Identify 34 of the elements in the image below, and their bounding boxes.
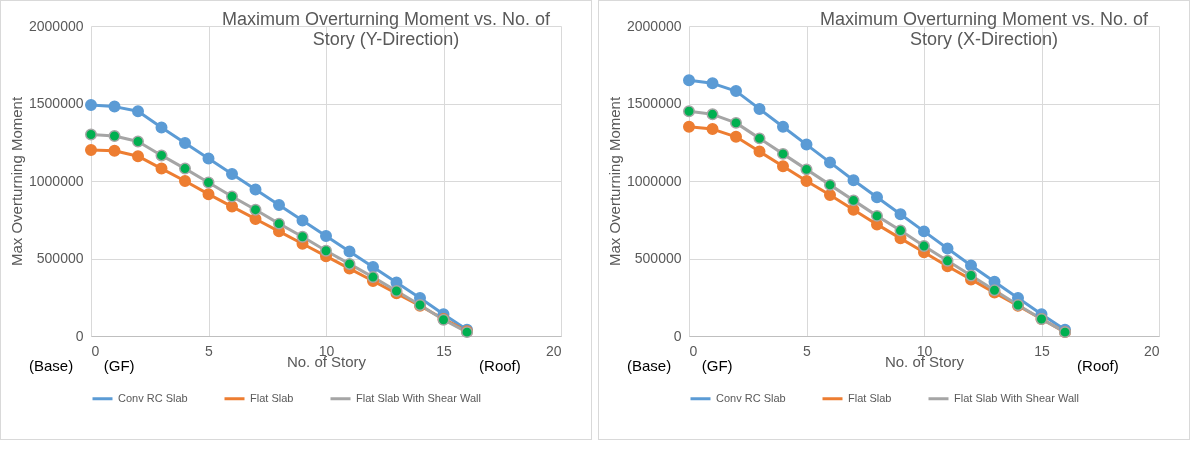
y-tick-label: 500000 [634, 250, 682, 266]
text: (Base) [626, 357, 672, 374]
text: (Base) [28, 357, 74, 374]
legend-label: Flat Slab With Shear Wall [356, 391, 481, 404]
legend-label: Conv RC Slab [716, 391, 786, 404]
text: (GF) [103, 357, 135, 374]
y-tick-label: 1500000 [626, 95, 682, 111]
chart-title: Maximum Overturning Moment vs. No. of Story (X-Direction) [819, 9, 1150, 49]
x-tick-label: 20 [545, 342, 562, 359]
y-axis-title: Max Overturning Moment [606, 96, 623, 267]
y-tick-label: 2000000 [626, 17, 682, 34]
text: (Roof) [1077, 357, 1119, 374]
text: (Roof) [479, 357, 521, 374]
y-tick-label: 0 [75, 327, 84, 344]
chart-title: Maximum Overturning Moment vs. No. of Story (Y-Direction) [221, 9, 552, 49]
legend-label: Flat Slab [250, 391, 294, 404]
x-tick-label: 0 [91, 342, 100, 359]
x-tick-label: 5 [205, 342, 214, 359]
x-tick-label: 15 [436, 342, 452, 359]
legend-label: Flat Slab With Shear Wall [954, 391, 1079, 404]
y-tick-label: 500000 [36, 250, 84, 266]
x-tick-label: 20 [1143, 342, 1160, 359]
x-tick-label: 15 [1034, 342, 1050, 359]
y-tick-label: 0 [673, 327, 682, 344]
text: (GF) [701, 357, 733, 374]
y-axis-title: Max Overturning Moment [8, 96, 25, 267]
legend-label: Flat Slab [848, 391, 892, 404]
y-tick-label: 1000000 [28, 172, 84, 189]
legend-label: Conv RC Slab [118, 391, 188, 404]
x-tick-label: 0 [689, 342, 698, 359]
y-tick-label: 2000000 [28, 17, 84, 34]
y-tick-label: 1500000 [28, 95, 84, 111]
x-tick-label: 5 [803, 342, 812, 359]
y-tick-label: 1000000 [626, 172, 682, 189]
